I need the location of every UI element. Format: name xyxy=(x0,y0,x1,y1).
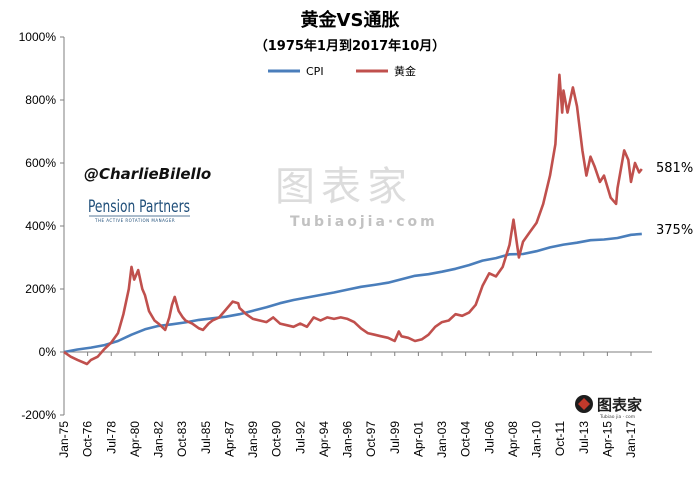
x-tick-label: Jan-75 xyxy=(57,421,71,458)
x-tick-label: Apr-01 xyxy=(411,421,425,457)
cpi-end-label: 375% xyxy=(656,223,693,238)
x-tick-label: Jul-06 xyxy=(482,421,496,454)
author-handle: @CharlieBilello xyxy=(84,165,211,183)
x-tick-label: Jan-03 xyxy=(435,421,449,458)
watermark-subtext: Tubiaojia·com xyxy=(290,214,438,230)
x-tick-label: Jan-96 xyxy=(341,421,355,458)
y-tick-label: -200% xyxy=(21,408,56,422)
y-tick-label: 600% xyxy=(25,156,56,170)
x-tick-label: Jan-89 xyxy=(246,421,260,458)
gold-end-label: 581% xyxy=(656,161,693,176)
x-tick-label: Apr-87 xyxy=(222,421,236,457)
x-tick-label: Apr-15 xyxy=(600,421,614,457)
x-axis-ticks: Jan-75 Oct-76 Jul-78 Apr-80 Jan-82 Oct-83 Jul-… xyxy=(57,351,652,458)
gold-series-line xyxy=(63,73,643,366)
legend: CPI 黄金 xyxy=(268,64,416,78)
x-tick-label: Oct-76 xyxy=(81,421,95,457)
y-tick-label: 1000% xyxy=(19,30,57,44)
legend-gold-label: 黄金 xyxy=(394,64,416,78)
x-tick-label: Jan-82 xyxy=(152,421,166,458)
corner-logo: 图表家 Tubiao jia · com xyxy=(575,395,642,420)
legend-cpi-label: CPI xyxy=(306,65,324,78)
corner-logo-icon-mark xyxy=(578,398,590,410)
x-tick-label: Oct-90 xyxy=(270,421,284,457)
watermark: 图表家 Tubiaojia·com xyxy=(275,164,438,230)
x-tick-label: Jul-85 xyxy=(199,421,213,454)
x-tick-label: Oct-97 xyxy=(364,421,378,457)
x-tick-label: Oct-04 xyxy=(459,421,473,457)
y-tick-label: 0% xyxy=(39,345,57,359)
y-axis-ticks: -200% 0% 200% 400% 600% 800% 1000% xyxy=(19,30,64,422)
x-tick-label: Oct-83 xyxy=(175,421,189,457)
x-tick-label: Jul-92 xyxy=(293,421,307,454)
x-tick-label: Apr-80 xyxy=(128,421,142,457)
pension-partners-logo: Pension Partners THE ACTIVE ROTATION MAN… xyxy=(88,197,190,223)
x-tick-label: Jul-99 xyxy=(388,421,402,454)
y-tick-label: 200% xyxy=(25,282,56,296)
brand-tagline: THE ACTIVE ROTATION MANAGER xyxy=(94,218,175,223)
cpi-series-line xyxy=(63,232,642,354)
corner-logo-subtext: Tubiao jia · com xyxy=(599,414,635,420)
watermark-text: 图表家 xyxy=(275,164,413,210)
series-layer xyxy=(63,73,643,366)
x-tick-label: Apr-94 xyxy=(317,421,331,457)
corner-logo-text: 图表家 xyxy=(597,396,642,414)
y-tick-label: 800% xyxy=(25,93,56,107)
x-tick-label: Apr-08 xyxy=(506,421,520,457)
x-tick-label: Oct-11 xyxy=(553,421,567,456)
brand-name: Pension Partners xyxy=(88,197,190,217)
chart-title: 黄金VS通胀 xyxy=(301,9,400,31)
axes: -200% 0% 200% 400% 600% 800% 1000% Jan-75 Oct-7… xyxy=(19,30,652,458)
x-tick-label: Jan-17 xyxy=(624,421,638,458)
chart-subtitle: （1975年1月到2017年10月） xyxy=(255,38,446,54)
y-tick-label: 400% xyxy=(25,219,56,233)
x-tick-label: Jul-78 xyxy=(104,421,118,454)
x-tick-label: Jul-13 xyxy=(577,421,591,454)
x-tick-label: Jan-10 xyxy=(530,421,544,458)
